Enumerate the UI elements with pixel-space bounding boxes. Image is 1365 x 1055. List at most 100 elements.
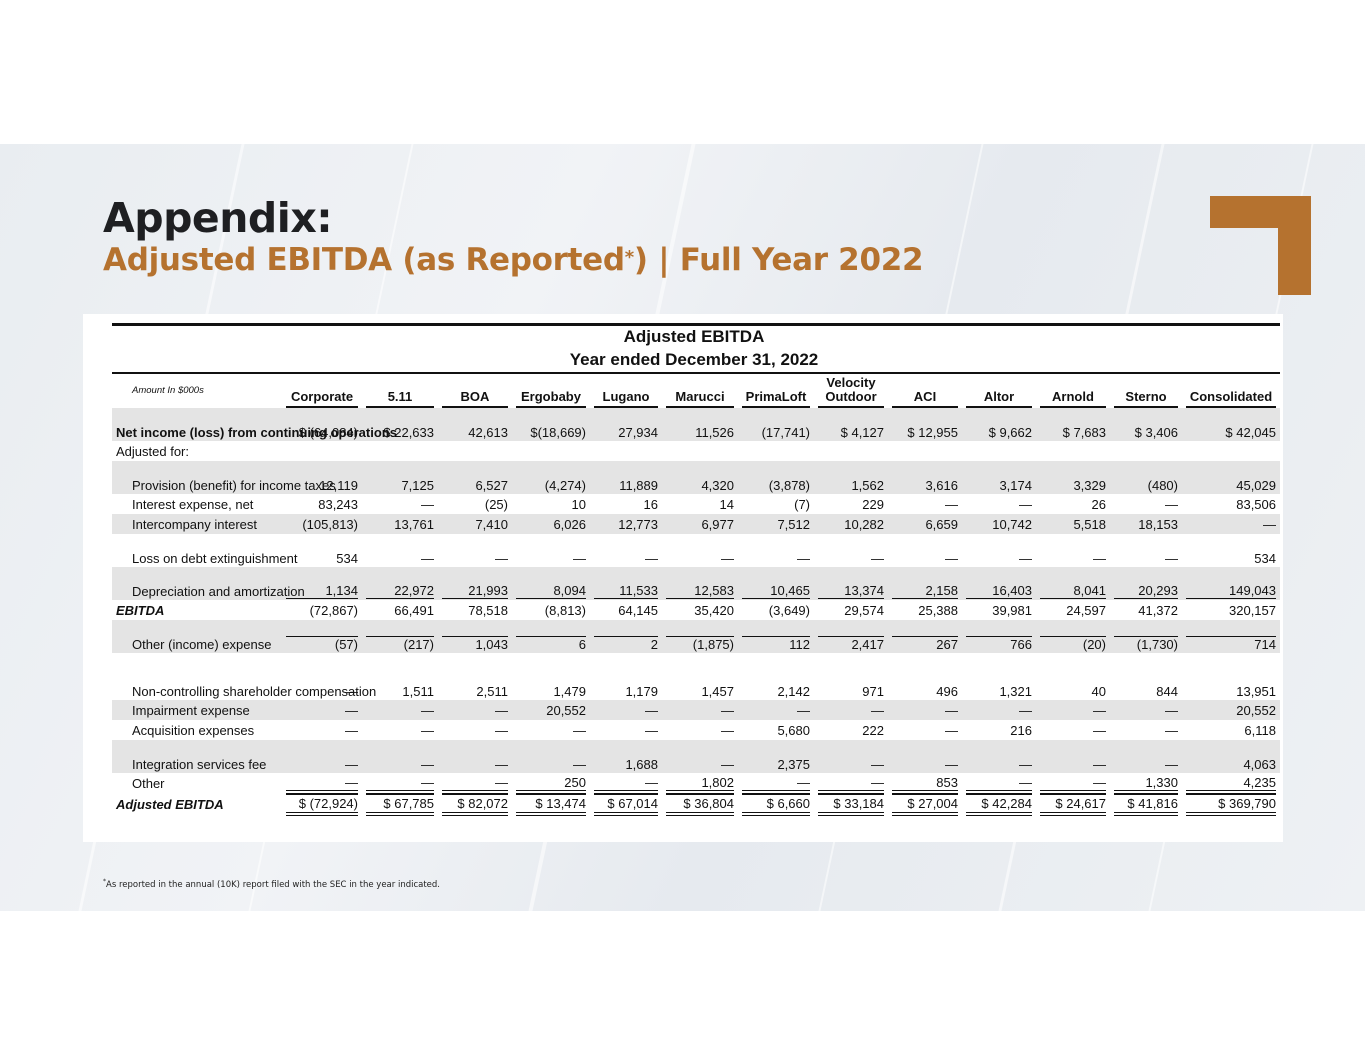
- table-cell: 18,153: [1110, 514, 1182, 534]
- table-cell: [1036, 441, 1110, 461]
- table-cell: —: [282, 773, 362, 793]
- table-cell: $ 41,816: [1110, 793, 1182, 816]
- table-cell: —: [438, 740, 512, 773]
- table-cell: 7,125: [362, 461, 438, 494]
- table-cell: —: [362, 773, 438, 793]
- table-cell: $ 4,127: [814, 408, 888, 441]
- table-cell: —: [1036, 740, 1110, 773]
- row-label: Non-controlling shareholder compensation: [132, 684, 377, 699]
- table-cell: [962, 441, 1036, 461]
- table-cell: —: [495, 722, 508, 738]
- table-cell: —: [738, 700, 814, 720]
- table-cell: —: [871, 551, 884, 566]
- table-cell: (72,867): [309, 602, 358, 618]
- table-cell: 4,235: [1182, 773, 1280, 793]
- table-cell: 714: [1182, 620, 1280, 653]
- table-cell: —: [814, 700, 888, 720]
- column-header: Sterno: [1110, 374, 1182, 408]
- table-cell: [512, 441, 590, 461]
- table-cell: 29,574: [844, 602, 884, 618]
- table-cell: $ 7,683: [1036, 408, 1110, 441]
- table-cell: 5,680: [777, 722, 810, 738]
- table-cell: 6: [512, 620, 590, 653]
- column-header: Arnold: [1036, 374, 1110, 408]
- table-cell: 7,410: [438, 514, 512, 534]
- table-cell: 26: [1091, 496, 1106, 512]
- table-cell: 320,157: [1229, 602, 1276, 618]
- row-label: Depreciation and amortization: [112, 567, 305, 600]
- table-cell: 24,597: [1066, 602, 1106, 618]
- table-cell: 844: [1156, 684, 1178, 699]
- table-cell: $ 27,004: [888, 793, 962, 816]
- table-cell: $ 9,662: [962, 408, 1036, 441]
- table-cell: —: [282, 740, 362, 773]
- page-title: Appendix:: [103, 194, 333, 242]
- table-cell: (20): [1036, 620, 1110, 653]
- table-cell: 27,934: [590, 408, 662, 441]
- table-cell: 20,552: [512, 700, 590, 720]
- table-row: Interest expense, net 83,243 — (25) 10 16 14 (7…: [112, 494, 1280, 514]
- table-cell: (7): [794, 496, 810, 512]
- table-cell: 6,659: [888, 514, 962, 534]
- table-cell: —: [421, 551, 434, 566]
- row-label: Adjusted EBITDA: [116, 797, 224, 812]
- table-cell: —: [1182, 514, 1280, 534]
- table-cell: 971: [862, 684, 884, 699]
- footnote: *As reported in the annual (10K) report …: [103, 878, 441, 890]
- table-cell: 20,293: [1110, 567, 1182, 600]
- table-row: Acquisition expenses — — — — — — 5,680 222 — 216 — —…: [112, 720, 1280, 740]
- table-cell: 66,491: [394, 602, 434, 618]
- table-cell: 3,174: [962, 461, 1036, 494]
- table-cell: $ 22,633: [362, 408, 438, 441]
- table-cell: 853: [888, 773, 962, 793]
- table-cell: 10,742: [962, 514, 1036, 534]
- table-cell: 112: [738, 620, 814, 653]
- table-cell: 45,029: [1182, 461, 1280, 494]
- table-cell: 21,993: [438, 567, 512, 600]
- row-label: Intercompany interest: [112, 514, 282, 534]
- column-header: BOA: [438, 374, 512, 408]
- column-header: 5.11: [362, 374, 438, 408]
- table-cell: 13,761: [362, 514, 438, 534]
- table-cell: 1,457: [701, 684, 734, 699]
- column-header: ACI: [888, 374, 962, 408]
- row-label: EBITDA: [116, 602, 165, 618]
- table-cell: —: [645, 551, 658, 566]
- row-label: Other: [132, 775, 165, 791]
- row-label: Integration services fee: [112, 740, 282, 773]
- table-cell: 3,329: [1036, 461, 1110, 494]
- table-cell: $ 12,955: [888, 408, 962, 441]
- column-header: Consolidated: [1182, 374, 1280, 408]
- table-cell: (217): [362, 620, 438, 653]
- table-cell: $ 42,045: [1182, 408, 1280, 441]
- table-cell: $ 6,660: [738, 793, 814, 816]
- table-cell: $ 36,804: [662, 793, 738, 816]
- table-cell: 13,951: [1236, 684, 1276, 699]
- table-cell: 14: [719, 496, 734, 512]
- table-cell: 10,282: [814, 514, 888, 534]
- table-cell: $ 67,785: [362, 793, 438, 816]
- table-row: Integration services fee — — — —1,688—2,375—…: [112, 740, 1280, 773]
- table-cell: $ 13,474: [512, 793, 590, 816]
- table-cell: —: [962, 700, 1036, 720]
- table-cell: (1,730): [1110, 620, 1182, 653]
- table-row: Adjusted for:: [112, 441, 1280, 461]
- table-cell: $ 3,406: [1110, 408, 1182, 441]
- row-label: Interest expense, net: [132, 496, 254, 512]
- table-cell: [1110, 441, 1182, 461]
- unit-note: Amount In $000s: [132, 385, 204, 396]
- table-cell: —: [721, 722, 734, 738]
- table-cell: [438, 441, 512, 461]
- table-cell: —: [362, 740, 438, 773]
- table-cell: 1,802: [662, 773, 738, 793]
- table-cell: 13,374: [814, 567, 888, 600]
- table-cell: 766: [962, 620, 1036, 653]
- table-cell: 534: [336, 551, 358, 566]
- table-cell: —: [590, 773, 662, 793]
- table-cell: 1,688: [590, 740, 662, 773]
- table-cell: —: [438, 773, 512, 793]
- table-cell: (25): [484, 496, 508, 512]
- table-cell: 534: [1254, 551, 1276, 566]
- table-row: Intercompany interest (105,813) 13,761 7,41…: [112, 514, 1280, 534]
- table-cell: 11,533: [590, 567, 662, 600]
